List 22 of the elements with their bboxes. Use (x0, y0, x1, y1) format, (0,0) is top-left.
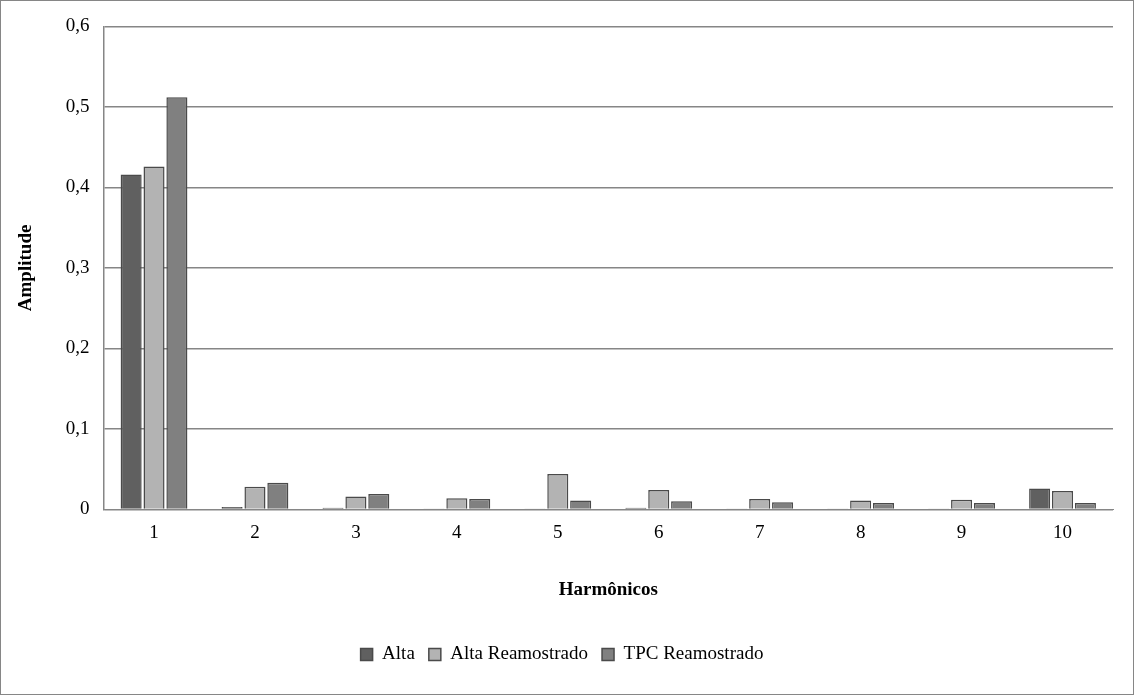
legend-label: TPC Reamostrado (623, 642, 764, 664)
x-axis-title: Harmônicos (558, 577, 658, 599)
x-tick-label: 6 (654, 520, 664, 542)
legend-label: Alta Reamostrado (450, 642, 589, 664)
x-tick-label: 10 (1053, 520, 1073, 542)
x-tick-label: 4 (452, 520, 463, 542)
y-tick-label: 0,5 (65, 94, 90, 116)
x-tick-label: 3 (351, 520, 361, 542)
y-tick-label: 0,2 (65, 336, 90, 358)
y-axis-title: Amplitude (14, 224, 36, 312)
y-tick-label: 0 (80, 497, 90, 519)
x-tick-label: 1 (149, 520, 159, 542)
y-tick-label: 0,1 (65, 416, 90, 438)
x-tick-label: 5 (553, 520, 563, 542)
y-tick-label: 0,3 (65, 255, 90, 277)
x-tick-label: 2 (250, 520, 260, 542)
x-tick-label: 9 (956, 520, 967, 542)
legend-label: Alta (382, 642, 416, 664)
y-tick-label: 0,4 (65, 175, 91, 197)
x-tick-label: 7 (754, 520, 765, 542)
y-tick-label: 0,6 (65, 14, 90, 36)
x-tick-label: 8 (855, 520, 866, 542)
